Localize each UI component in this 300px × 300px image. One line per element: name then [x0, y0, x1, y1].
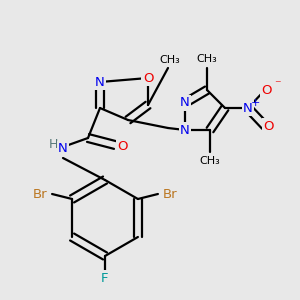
Text: Br: Br	[33, 188, 47, 200]
Text: CH₃: CH₃	[160, 55, 180, 65]
Text: O: O	[262, 83, 272, 97]
Text: CH₃: CH₃	[196, 54, 218, 64]
Text: F: F	[101, 272, 109, 284]
Text: ⁻: ⁻	[274, 79, 280, 92]
Text: O: O	[143, 71, 153, 85]
Text: N: N	[180, 124, 190, 136]
Text: N: N	[180, 97, 190, 110]
Text: N: N	[243, 101, 253, 115]
Text: H: H	[48, 137, 58, 151]
Text: +: +	[250, 98, 260, 108]
Text: O: O	[118, 140, 128, 154]
Text: N: N	[58, 142, 68, 155]
Text: O: O	[264, 119, 274, 133]
Text: Br: Br	[163, 188, 177, 200]
Text: CH₃: CH₃	[200, 156, 220, 166]
Text: N: N	[95, 76, 105, 88]
